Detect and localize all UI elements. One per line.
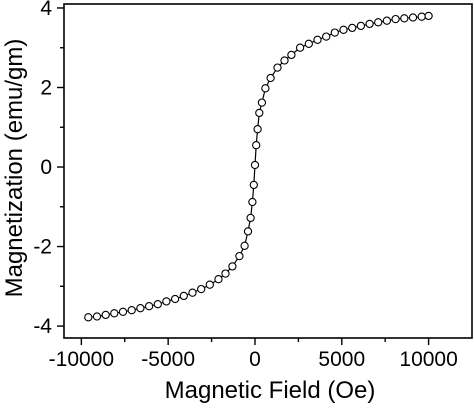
data-point: [127, 306, 136, 315]
x-tick-label: 0: [249, 348, 261, 371]
data-point: [374, 18, 383, 27]
data-point: [243, 227, 253, 236]
data-point: [382, 16, 392, 25]
data-point: [205, 280, 214, 289]
axes: -10000 -5000 0 5000 10000 -4 -2 0 2 4: [33, 0, 473, 371]
y-tick-label: 4: [40, 0, 52, 20]
y-tick-label: 2: [40, 77, 52, 100]
data-point: [240, 241, 249, 250]
data-point: [235, 251, 244, 261]
x-tick-label: 10000: [399, 348, 457, 371]
x-tick-label: -10000: [49, 348, 114, 371]
data-point: [417, 12, 426, 21]
data-point: [400, 14, 409, 23]
x-tick-label: -5000: [141, 348, 195, 371]
data-point: [253, 125, 262, 134]
data-point: [144, 302, 154, 311]
data-point: [179, 291, 188, 301]
data-point: [101, 310, 110, 320]
data-point: [153, 300, 162, 309]
data-point: [162, 297, 171, 306]
data-point: [339, 25, 348, 34]
data-point: [92, 312, 102, 321]
data-point: [257, 98, 267, 107]
data-point: [255, 108, 264, 118]
data-point: [249, 180, 258, 190]
x-axis-title: Magnetic Field (Oe): [165, 377, 376, 404]
data-point: [246, 213, 255, 223]
data-point: [228, 262, 237, 271]
data-point: [110, 309, 119, 318]
data-point: [322, 32, 331, 41]
data-point: [214, 275, 223, 284]
data-point: [170, 294, 180, 304]
plot-frame: [63, 3, 473, 339]
data-point: [188, 288, 197, 297]
data-point: [118, 307, 128, 316]
x-tick-label: 5000: [318, 348, 365, 371]
data-point: [273, 63, 282, 72]
y-tick-label: 0: [40, 156, 52, 179]
data-point: [391, 14, 400, 24]
data-point: [365, 19, 374, 29]
data-point: [330, 28, 339, 37]
data-point: [304, 39, 313, 48]
data-series: [84, 11, 433, 322]
y-tick-label: -2: [33, 236, 52, 259]
data-point: [408, 13, 418, 22]
data-point: [221, 269, 230, 278]
data-point: [250, 160, 260, 170]
data-point: [280, 56, 289, 65]
data-point: [287, 50, 296, 60]
data-point: [424, 11, 433, 21]
data-point: [261, 84, 270, 93]
data-point: [248, 197, 257, 207]
data-point: [313, 35, 322, 44]
data-point: [252, 141, 261, 150]
data-point: [356, 21, 366, 31]
data-point: [136, 304, 145, 313]
data-point: [84, 313, 93, 322]
data-point: [295, 43, 305, 52]
data-point: [348, 23, 357, 33]
data-point: [266, 73, 275, 83]
y-tick-label: -4: [33, 315, 52, 338]
y-axis-title: Magnetization (emu/gm): [1, 39, 28, 298]
data-point: [197, 284, 206, 294]
